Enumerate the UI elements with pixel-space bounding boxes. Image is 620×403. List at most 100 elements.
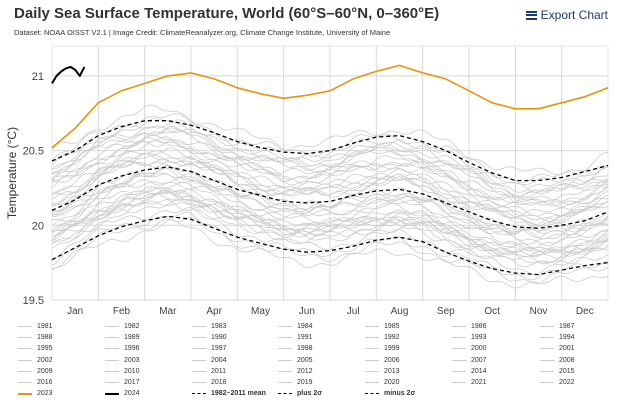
x-tick-label: Sep (437, 306, 455, 317)
legend-item[interactable]: 2002 (18, 357, 53, 364)
legend-item[interactable]: 1990 (192, 334, 227, 341)
legend-item[interactable]: 2001 (540, 345, 575, 352)
legend-item[interactable]: 1987 (540, 323, 575, 330)
x-tick-label: Jan (67, 306, 83, 317)
legend-item[interactable]: 1999 (365, 345, 400, 352)
series-line (51, 206, 609, 276)
x-tick-label: Dec (576, 306, 594, 317)
legend-item[interactable]: 2003 (105, 357, 140, 364)
legend-label: 2019 (297, 379, 313, 386)
legend-item[interactable]: 2017 (105, 379, 140, 386)
legend-item[interactable]: 1995 (18, 345, 53, 352)
series-line (51, 192, 609, 259)
legend-label: 1999 (384, 345, 400, 353)
legend-item[interactable]: 2000 (452, 345, 487, 352)
legend-item[interactable]: 1991 (278, 334, 313, 341)
legend-swatch (192, 382, 206, 383)
legend-item[interactable]: 1986 (452, 323, 487, 330)
legend-item[interactable]: 2021 (452, 379, 487, 386)
legend-item[interactable]: 2005 (278, 357, 313, 364)
legend-label: 2017 (124, 379, 140, 386)
legend-label: 2007 (471, 356, 487, 364)
legend-label: 2018 (211, 379, 227, 386)
legend-item[interactable]: 2014 (452, 368, 487, 375)
legend-item[interactable]: 2011 (192, 368, 226, 375)
legend-swatch (192, 393, 206, 395)
legend-item[interactable]: 2016 (18, 379, 53, 386)
series-line (51, 166, 609, 229)
legend-item[interactable]: 2024 (105, 390, 140, 397)
legend-swatch (540, 326, 554, 327)
legend-swatch (365, 393, 379, 395)
legend-item[interactable]: 2004 (192, 357, 227, 364)
legend-swatch (540, 359, 554, 361)
legend-item[interactable]: 1993 (452, 334, 487, 341)
legend-item[interactable]: 2006 (365, 357, 400, 364)
legend-swatch (18, 359, 32, 361)
legend-label: 2014 (471, 367, 487, 375)
legend-item[interactable]: 2022 (540, 379, 575, 386)
legend-item[interactable]: 2010 (105, 368, 140, 375)
legend-label: 2003 (124, 356, 140, 364)
legend-item[interactable]: 2015 (540, 368, 575, 375)
series-line (51, 164, 609, 236)
legend-label: 2004 (211, 356, 227, 364)
legend-swatch (105, 359, 119, 361)
series-line (51, 189, 609, 258)
legend-label: 2000 (471, 345, 487, 353)
legend-label: 2015 (559, 367, 575, 375)
legend-swatch (18, 370, 32, 372)
legend-swatch (365, 337, 379, 339)
legend-item[interactable]: 2012 (278, 368, 313, 375)
legend-label: 1984 (297, 323, 313, 330)
series-line (51, 104, 609, 176)
legend-item[interactable]: 1985 (365, 323, 400, 330)
legend-item[interactable]: 1998 (278, 345, 313, 352)
series-line (51, 154, 609, 222)
legend-item[interactable]: 2007 (452, 357, 487, 364)
legend-item[interactable]: 1982 (105, 323, 140, 330)
legend-swatch (278, 382, 292, 383)
legend-item[interactable]: 1982–2011 mean (192, 390, 266, 397)
legend-label: minus 2σ (384, 390, 416, 398)
legend-item[interactable]: 2020 (365, 379, 400, 386)
legend-item[interactable]: 2023 (18, 390, 53, 397)
legend-item[interactable]: 2008 (540, 357, 575, 364)
legend-item[interactable]: 1983 (192, 323, 227, 330)
legend-item[interactable]: 2019 (278, 379, 313, 386)
y-tick-label: 20.5 (23, 146, 44, 158)
legend-item[interactable]: 1988 (18, 334, 53, 341)
legend-item[interactable]: 1996 (105, 345, 140, 352)
export-chart-label: Export Chart (540, 8, 608, 22)
series-line (51, 118, 609, 186)
legend-label: 1995 (37, 345, 53, 353)
legend-item[interactable]: 2009 (18, 368, 53, 375)
legend-label: 1986 (471, 323, 487, 330)
x-tick-label: Jun (299, 306, 315, 317)
legend-swatch (278, 348, 292, 350)
legend-item[interactable]: 2018 (192, 379, 227, 386)
series-line (51, 140, 609, 206)
legend-swatch (105, 392, 119, 395)
legend-swatch (452, 382, 466, 383)
series-line (51, 187, 609, 253)
legend-label: 2006 (384, 356, 400, 364)
legend-item[interactable]: plus 2σ (278, 390, 322, 397)
legend-swatch (18, 382, 32, 383)
legend-item[interactable]: minus 2σ (365, 390, 415, 397)
legend-item[interactable]: 2013 (365, 368, 400, 375)
legend-item[interactable]: 1984 (278, 323, 313, 330)
legend-item[interactable]: 1994 (540, 334, 575, 341)
legend-item[interactable]: 1997 (192, 345, 227, 352)
legend-item[interactable]: 1981 (18, 323, 53, 330)
legend-swatch (278, 393, 292, 395)
legend-swatch (278, 337, 292, 339)
legend-item[interactable]: 1989 (105, 334, 140, 341)
series-line (51, 172, 609, 239)
x-tick-label: Feb (113, 306, 131, 317)
export-chart-button[interactable]: Export Chart (525, 8, 608, 22)
legend-label: 2010 (124, 367, 140, 375)
series-line (51, 137, 609, 207)
legend-item[interactable]: 1992 (365, 334, 400, 341)
legend-swatch (18, 326, 32, 327)
